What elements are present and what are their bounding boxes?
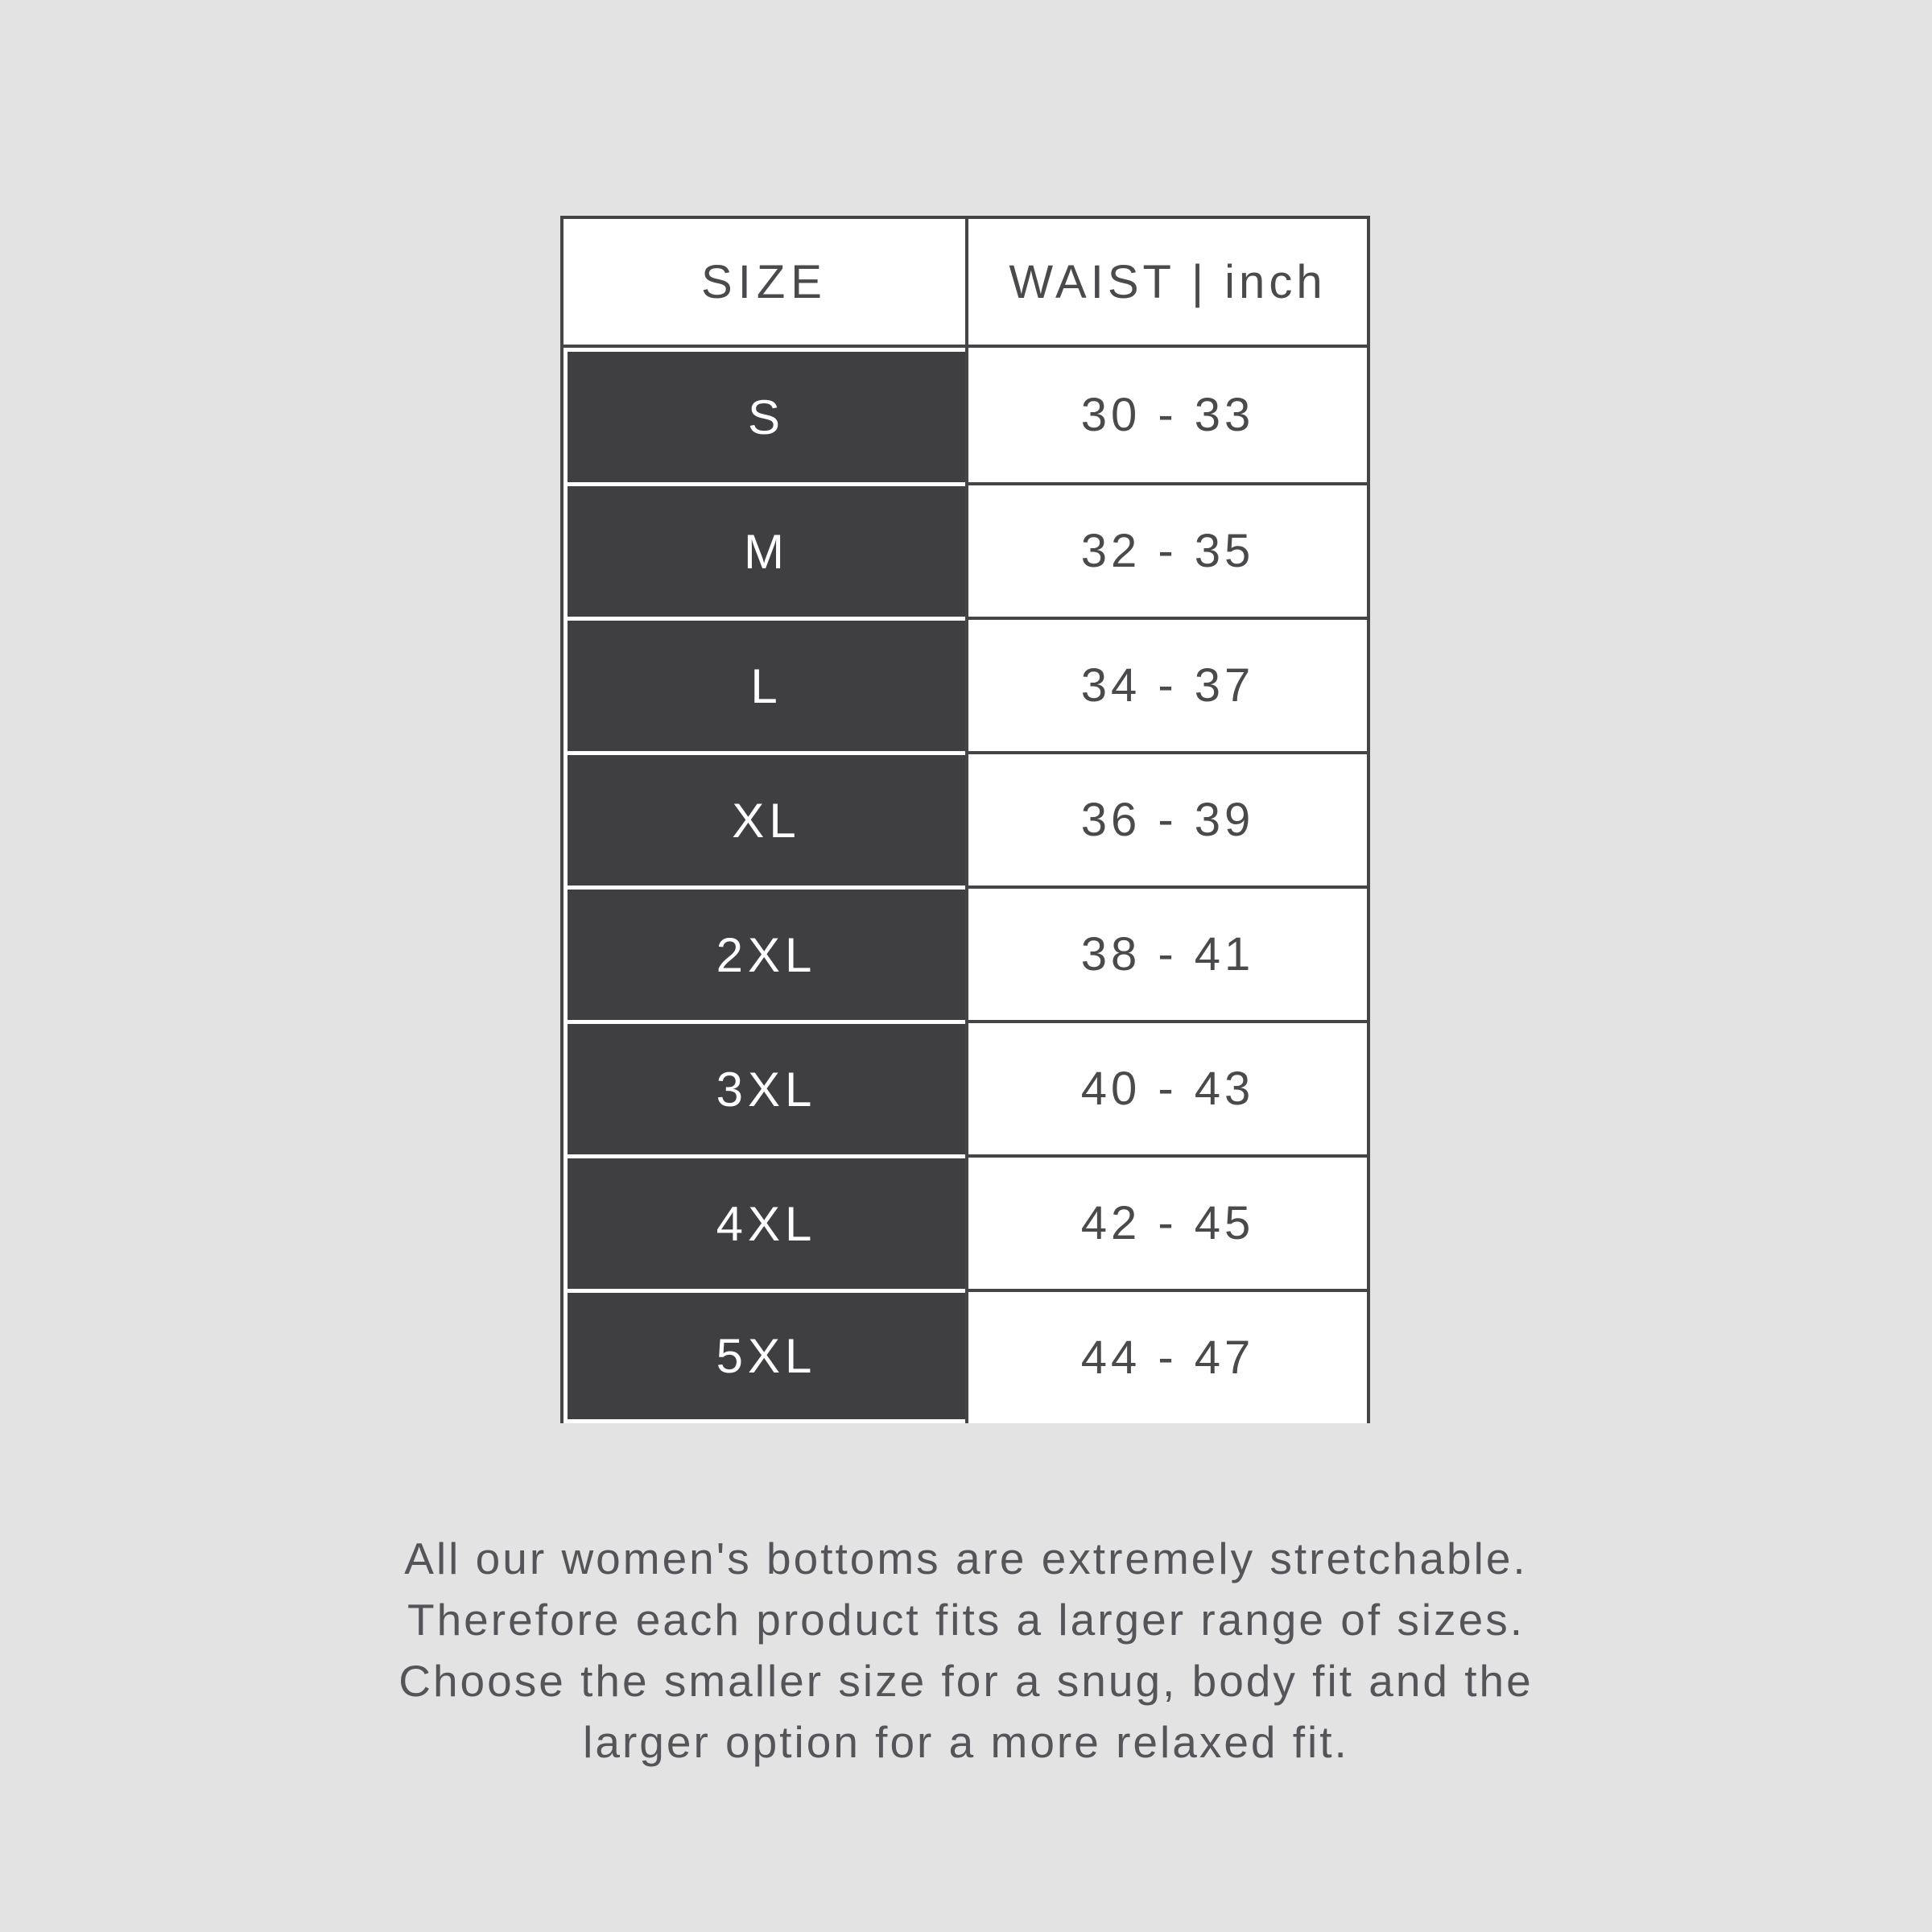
size-label: 2XL bbox=[568, 890, 965, 1020]
size-label: 3XL bbox=[568, 1024, 965, 1154]
size-label: XL bbox=[568, 755, 965, 886]
size-cell: 3XL bbox=[564, 1020, 965, 1154]
size-column-header: SIZE bbox=[701, 255, 828, 308]
size-cell: 5XL bbox=[564, 1289, 965, 1423]
table-header-row: SIZE WAIST | inch bbox=[564, 219, 1367, 348]
size-label: M bbox=[568, 486, 965, 617]
table-row: M 32 - 35 bbox=[564, 482, 1367, 617]
fit-note-line: All our women's bottoms are extremely st… bbox=[404, 1534, 1528, 1583]
table-row: 5XL 44 - 47 bbox=[564, 1289, 1367, 1423]
waist-value: 44 - 47 bbox=[965, 1289, 1367, 1423]
table-row: XL 36 - 39 bbox=[564, 751, 1367, 886]
waist-value: 30 - 33 bbox=[965, 348, 1367, 482]
waist-value: 34 - 37 bbox=[965, 617, 1367, 751]
size-cell: S bbox=[564, 348, 965, 482]
waist-value: 38 - 41 bbox=[965, 886, 1367, 1020]
size-cell: L bbox=[564, 617, 965, 751]
waist-value: 32 - 35 bbox=[965, 482, 1367, 617]
waist-column-header: WAIST | inch bbox=[965, 219, 1367, 345]
waist-value: 40 - 43 bbox=[965, 1020, 1367, 1154]
table-row: 4XL 42 - 45 bbox=[564, 1154, 1367, 1289]
table-row: S 30 - 33 bbox=[564, 348, 1367, 482]
table-row: L 34 - 37 bbox=[564, 617, 1367, 751]
size-cell: 4XL bbox=[564, 1154, 965, 1289]
fit-note-line: Therefore each product fits a larger ran… bbox=[407, 1595, 1525, 1645]
size-label: 5XL bbox=[568, 1293, 965, 1419]
size-cell: M bbox=[564, 482, 965, 617]
table-row: 3XL 40 - 43 bbox=[564, 1020, 1367, 1154]
table-row: 2XL 38 - 41 bbox=[564, 886, 1367, 1020]
fit-note-line: larger option for a more relaxed fit. bbox=[583, 1717, 1349, 1767]
size-cell: 2XL bbox=[564, 886, 965, 1020]
fit-note: All our women's bottoms are extremely st… bbox=[0, 1528, 1932, 1773]
waist-value: 42 - 45 bbox=[965, 1154, 1367, 1289]
size-chart-table: SIZE WAIST | inch S 30 - 33 M 32 - 35 L … bbox=[560, 216, 1370, 1423]
size-label: 4XL bbox=[568, 1158, 965, 1289]
fit-note-line: Choose the smaller size for a snug, body… bbox=[398, 1656, 1534, 1706]
size-cell: XL bbox=[564, 751, 965, 886]
size-label: S bbox=[568, 352, 965, 482]
size-label: L bbox=[568, 621, 965, 751]
waist-value: 36 - 39 bbox=[965, 751, 1367, 886]
